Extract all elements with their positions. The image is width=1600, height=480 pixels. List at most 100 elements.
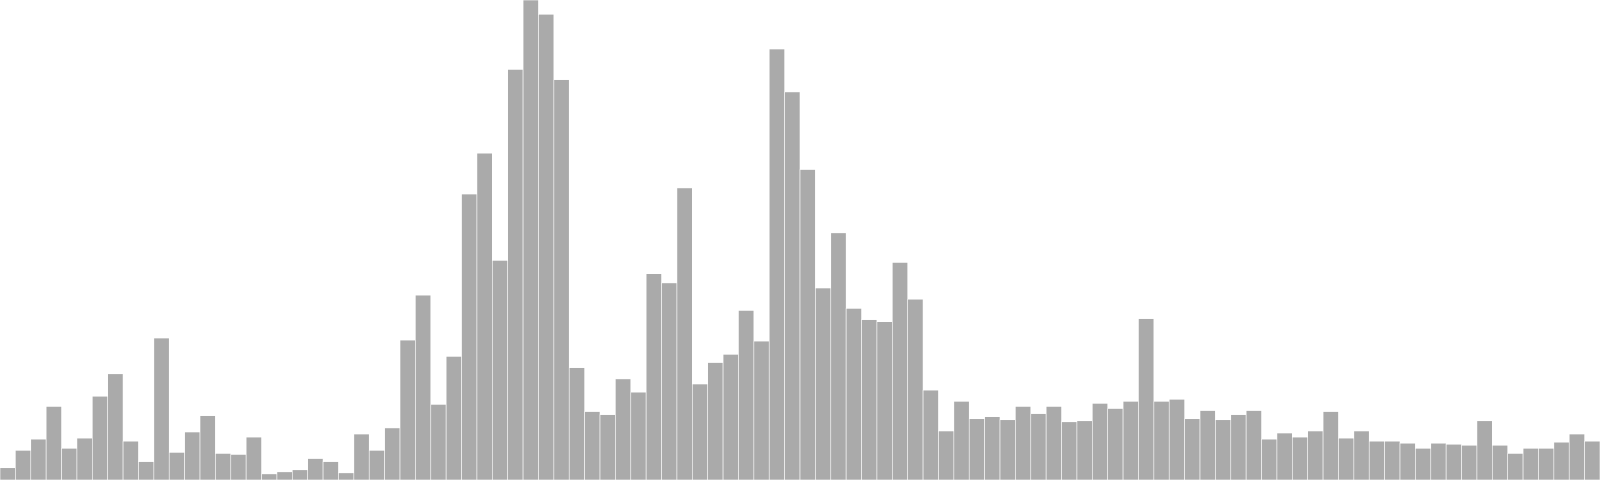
bar-48 xyxy=(738,310,755,480)
bar-56 xyxy=(861,319,878,480)
bar-50 xyxy=(768,48,785,480)
bar-74 xyxy=(1138,318,1155,480)
bar-43 xyxy=(661,282,678,480)
bar-71 xyxy=(1092,403,1108,480)
bar-86 xyxy=(1322,411,1339,480)
bar-26 xyxy=(399,339,416,480)
bar-30 xyxy=(461,193,478,480)
bar-45 xyxy=(692,383,708,480)
bar-66 xyxy=(1015,406,1032,480)
bar-0 xyxy=(0,467,16,480)
bar-84 xyxy=(1292,436,1308,480)
bar-4 xyxy=(61,448,78,480)
bar-62 xyxy=(953,401,970,480)
bar-31 xyxy=(476,152,493,480)
bar-34 xyxy=(522,0,539,480)
bar-37 xyxy=(568,367,585,480)
bar-94 xyxy=(1445,443,1462,480)
bar-14 xyxy=(215,453,232,480)
bar-46 xyxy=(707,362,724,480)
bar-70 xyxy=(1076,420,1093,480)
bar-10 xyxy=(153,337,170,480)
bar-73 xyxy=(1122,401,1139,480)
bar-18 xyxy=(276,471,293,480)
bar-52 xyxy=(799,169,816,480)
bar-63 xyxy=(968,418,985,480)
bar-22 xyxy=(338,472,355,480)
bar-53 xyxy=(815,287,832,480)
bar-40 xyxy=(615,378,632,480)
bar-8 xyxy=(122,440,139,480)
bar-33 xyxy=(507,69,524,480)
bar-24 xyxy=(368,450,385,480)
bar-75 xyxy=(1153,401,1170,480)
bar-2 xyxy=(30,438,47,480)
bar-103 xyxy=(1584,440,1600,480)
bar-97 xyxy=(1492,444,1508,480)
bar-98 xyxy=(1507,453,1524,480)
bar-41 xyxy=(630,391,647,480)
bar-6 xyxy=(92,395,108,480)
bar-80 xyxy=(1230,414,1247,480)
bar-9 xyxy=(138,461,155,480)
bar-7 xyxy=(107,373,124,480)
bar-87 xyxy=(1338,437,1355,480)
bar-58 xyxy=(892,262,908,480)
bar-20 xyxy=(307,458,324,480)
bar-93 xyxy=(1430,442,1447,480)
bar-17 xyxy=(261,473,278,480)
bar-67 xyxy=(1030,413,1047,480)
bar-76 xyxy=(1168,399,1185,480)
bar-32 xyxy=(492,260,508,480)
bar-38 xyxy=(584,411,601,480)
bar-42 xyxy=(645,273,662,480)
bar-59 xyxy=(907,298,924,480)
bar-54 xyxy=(830,232,847,480)
bar-64 xyxy=(984,416,1001,480)
bar-12 xyxy=(184,431,201,480)
bar-27 xyxy=(415,294,432,480)
bar-19 xyxy=(292,469,308,480)
bar-25 xyxy=(384,427,401,480)
bar-78 xyxy=(1199,410,1216,480)
bar-101 xyxy=(1553,441,1570,480)
bar-92 xyxy=(1415,448,1432,480)
bar-11 xyxy=(168,452,185,480)
bar-35 xyxy=(538,14,555,480)
bar-15 xyxy=(230,454,247,480)
bar-29 xyxy=(445,356,462,480)
bar-1 xyxy=(15,450,32,480)
bar-3 xyxy=(45,406,62,480)
bar-99 xyxy=(1522,448,1539,480)
bar-5 xyxy=(76,437,93,480)
bar-21 xyxy=(322,461,339,480)
bar-89 xyxy=(1368,440,1385,480)
bar-77 xyxy=(1184,418,1201,480)
bar-51 xyxy=(784,91,801,480)
bar-95 xyxy=(1461,444,1478,480)
bar-83 xyxy=(1276,432,1293,480)
bar-23 xyxy=(353,433,370,480)
bar-81 xyxy=(1245,410,1262,480)
bar-96 xyxy=(1476,420,1493,480)
bar-60 xyxy=(922,389,939,480)
bar-65 xyxy=(999,419,1016,480)
bar-16 xyxy=(245,436,262,480)
bar-91 xyxy=(1399,442,1416,480)
bar-47 xyxy=(722,354,739,480)
bar-39 xyxy=(599,414,616,480)
bar-13 xyxy=(199,415,216,480)
bar-28 xyxy=(430,404,447,480)
bar-102 xyxy=(1568,433,1585,480)
bar-68 xyxy=(1045,406,1062,480)
bar-44 xyxy=(676,187,693,480)
bar-72 xyxy=(1107,408,1124,480)
bar-69 xyxy=(1061,421,1078,480)
bar-79 xyxy=(1215,419,1232,480)
bar-90 xyxy=(1384,440,1401,480)
bar-100 xyxy=(1538,448,1555,480)
bar-49 xyxy=(753,340,770,480)
bar-57 xyxy=(876,321,893,480)
